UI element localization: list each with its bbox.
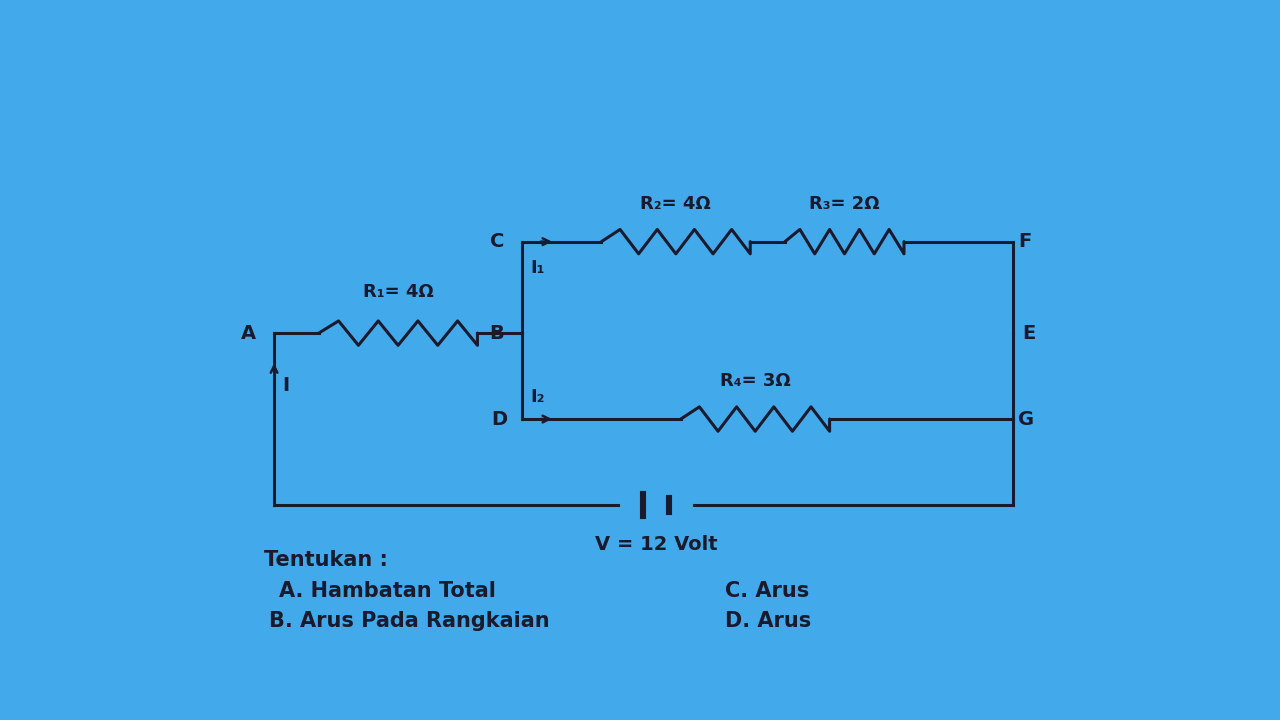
Text: I₁: I₁ [530, 259, 544, 277]
Text: B: B [489, 323, 504, 343]
Text: D. Arus: D. Arus [726, 611, 812, 631]
Text: G: G [1019, 410, 1034, 428]
Text: Tentukan :: Tentukan : [264, 550, 388, 570]
Text: R₁= 4Ω: R₁= 4Ω [362, 283, 434, 301]
Text: F: F [1019, 232, 1032, 251]
Text: E: E [1021, 323, 1036, 343]
Text: C: C [490, 232, 504, 251]
Text: I₂: I₂ [530, 388, 544, 406]
Text: A: A [241, 323, 256, 343]
Text: I: I [282, 377, 289, 395]
Text: V = 12 Volt: V = 12 Volt [595, 536, 717, 554]
Text: C. Arus: C. Arus [726, 581, 810, 601]
Text: R₂= 4Ω: R₂= 4Ω [640, 195, 712, 213]
Text: B. Arus Pada Rangkaian: B. Arus Pada Rangkaian [269, 611, 549, 631]
Text: R₃= 2Ω: R₃= 2Ω [809, 195, 879, 213]
Text: A. Hambatan Total: A. Hambatan Total [279, 581, 495, 601]
Text: R₄= 3Ω: R₄= 3Ω [719, 372, 791, 390]
Text: D: D [492, 410, 508, 428]
